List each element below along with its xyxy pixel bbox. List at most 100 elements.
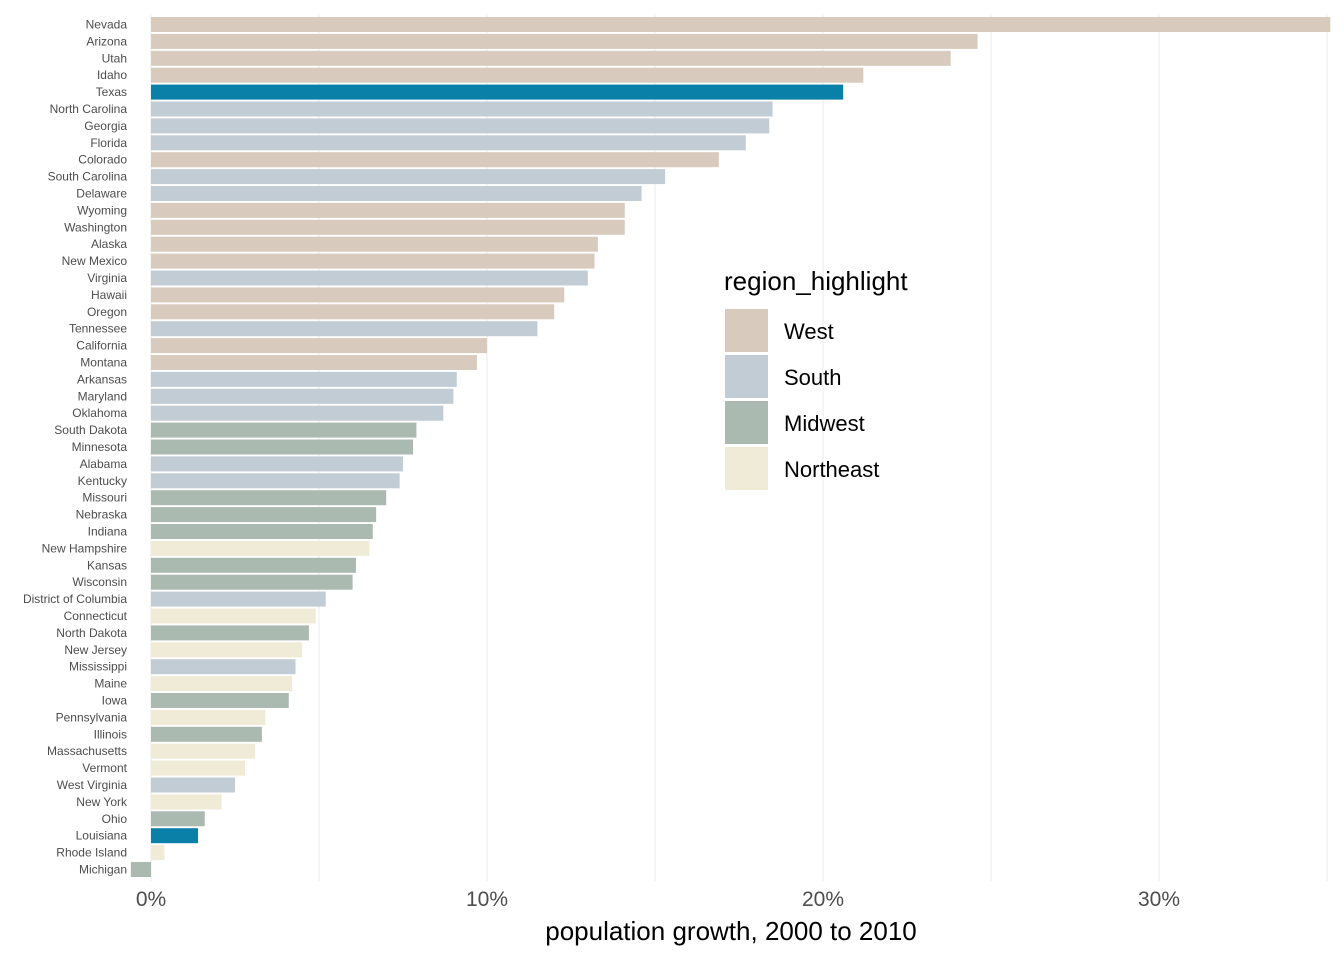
x-tick-labels: 0% 10% 20% 30%: [136, 888, 1180, 911]
state-label-idaho: Idaho: [97, 68, 127, 82]
bar-colorado: [151, 152, 719, 168]
state-label-nevada: Nevada: [86, 18, 128, 32]
bar-montana: [151, 355, 477, 370]
state-label-utah: Utah: [102, 51, 127, 65]
state-label-rhode-island: Rhode Island: [56, 846, 127, 860]
state-label-south-carolina: South Carolina: [48, 170, 128, 184]
state-label-new-hampshire: New Hampshire: [42, 541, 128, 555]
bar-vermont: [151, 760, 246, 776]
bar-oklahoma: [151, 405, 444, 421]
state-label-missouri: Missouri: [82, 491, 127, 505]
bar-new-hampshire: [151, 540, 370, 556]
state-label-wisconsin: Wisconsin: [72, 575, 127, 589]
bar-new-york: [151, 794, 222, 810]
bar-illinois: [151, 726, 262, 742]
state-label-west-virginia: West Virginia: [57, 778, 128, 792]
state-label-maine: Maine: [94, 677, 127, 691]
state-label-minnesota: Minnesota: [72, 440, 128, 454]
legend-key-south: [725, 355, 768, 398]
state-label-hawaii: Hawaii: [91, 288, 127, 302]
state-label-georgia: Georgia: [84, 119, 127, 133]
state-label-delaware: Delaware: [76, 187, 127, 201]
bar-district-of-columbia: [151, 591, 326, 607]
state-label-connecticut: Connecticut: [64, 609, 128, 623]
state-label-arkansas: Arkansas: [77, 372, 127, 386]
bar-north-carolina: [151, 101, 773, 117]
state-label-north-carolina: North Carolina: [50, 102, 128, 116]
x-axis-title: population growth, 2000 to 2010: [545, 916, 917, 946]
state-label-california: California: [76, 339, 127, 353]
bar-indiana: [151, 524, 373, 539]
state-label-new-mexico: New Mexico: [62, 254, 128, 268]
bar-ohio: [151, 811, 205, 827]
legend-label-northeast: Northeast: [784, 457, 879, 482]
bar-north-dakota: [151, 625, 309, 641]
bar-arkansas: [151, 371, 457, 387]
state-label-washington: Washington: [64, 220, 127, 234]
state-label-kansas: Kansas: [87, 558, 127, 572]
state-label-arizona: Arizona: [86, 34, 127, 48]
state-label-tennessee: Tennessee: [69, 322, 127, 336]
legend-key-midwest: [725, 401, 768, 444]
legend-title: region_highlight: [724, 266, 908, 296]
state-label-alabama: Alabama: [80, 457, 128, 471]
bar-maryland: [151, 388, 454, 404]
bar-washington: [151, 219, 625, 235]
bar-maine: [151, 676, 293, 692]
state-label-louisiana: Louisiana: [76, 829, 128, 843]
state-label-michigan: Michigan: [79, 863, 127, 877]
legend-entries: West South Midwest Northeast: [725, 309, 879, 490]
state-label-district-of-columbia: District of Columbia: [23, 592, 127, 606]
bar-arizona: [151, 33, 978, 49]
state-label-oregon: Oregon: [87, 305, 127, 319]
legend-label-south: South: [784, 365, 842, 390]
legend: region_highlight West South Midwest Northea…: [724, 266, 908, 490]
x-tick-label: 0%: [136, 888, 166, 911]
state-label-new-york: New York: [76, 795, 128, 809]
legend-key-west: [725, 309, 768, 352]
bar-missouri: [151, 490, 387, 506]
bar-michigan: [130, 862, 151, 877]
state-label-montana: Montana: [80, 356, 127, 370]
bar-oregon: [151, 304, 555, 320]
state-label-mississippi: Mississippi: [69, 660, 127, 674]
bar-utah: [151, 50, 951, 66]
state-label-nebraska: Nebraska: [76, 508, 128, 522]
state-label-south-dakota: South Dakota: [54, 423, 127, 437]
bar-south-carolina: [151, 169, 666, 185]
bar-florida: [151, 135, 746, 151]
bar-west-virginia: [151, 777, 235, 793]
state-labels: Nevada Arizona Utah Idaho Texas North Carolin…: [23, 18, 128, 877]
state-label-ohio: Ohio: [102, 812, 128, 826]
x-tick-label: 20%: [802, 888, 844, 911]
state-label-new-jersey: New Jersey: [64, 643, 127, 657]
legend-key-northeast: [725, 447, 768, 490]
x-tick-label: 10%: [466, 888, 508, 911]
state-label-illinois: Illinois: [94, 727, 127, 741]
bar-new-mexico: [151, 253, 595, 269]
state-label-vermont: Vermont: [82, 761, 127, 775]
bar-virginia: [151, 270, 588, 286]
state-label-alaska: Alaska: [91, 237, 127, 251]
bar-delaware: [151, 186, 642, 201]
bar-pennsylvania: [151, 709, 266, 725]
state-label-indiana: Indiana: [88, 525, 128, 539]
bar-nevada: [151, 17, 1331, 32]
state-label-virginia: Virginia: [87, 271, 127, 285]
bars: [130, 17, 1331, 877]
state-label-north-dakota: North Dakota: [56, 626, 127, 640]
bar-wyoming: [151, 202, 625, 218]
state-label-florida: Florida: [90, 136, 127, 150]
bar-wisconsin: [151, 574, 353, 590]
bar-hawaii: [151, 287, 565, 303]
bar-texas: [151, 84, 844, 100]
bar-alabama: [151, 456, 403, 472]
state-label-colorado: Colorado: [78, 153, 127, 167]
bar-tennessee: [151, 321, 538, 337]
bar-minnesota: [151, 439, 414, 455]
x-tick-label: 30%: [1138, 888, 1180, 911]
state-label-iowa: Iowa: [102, 694, 128, 708]
bar-kentucky: [151, 473, 400, 489]
legend-label-midwest: Midwest: [784, 411, 865, 436]
